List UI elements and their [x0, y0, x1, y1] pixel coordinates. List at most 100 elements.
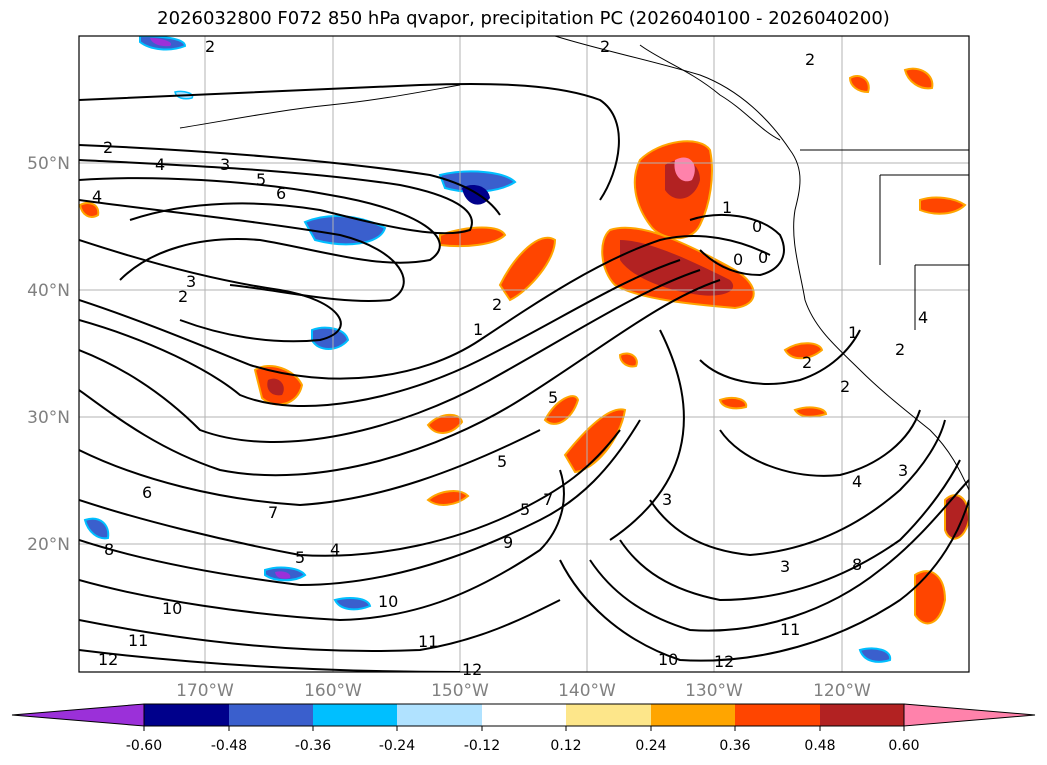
shade-region	[79, 202, 100, 218]
shade-region	[426, 490, 470, 506]
contour-label: 8	[104, 540, 114, 559]
contour-label: 2	[805, 50, 815, 69]
shade-region	[426, 413, 464, 434]
colorbar-segment	[566, 704, 651, 726]
lon-tick-label: 120°W	[813, 681, 871, 701]
colorbar-segment	[313, 704, 397, 726]
shade-region	[150, 38, 172, 47]
lat-tick-label: 40°N	[27, 281, 70, 301]
shade-region	[903, 67, 934, 90]
contour-label: 8	[852, 555, 862, 574]
shade-region	[618, 352, 638, 368]
contour-label: 3	[780, 557, 790, 576]
shade-region	[919, 196, 967, 215]
contour-label: 4	[852, 472, 862, 491]
colorbar-tick-label: -0.24	[379, 738, 415, 754]
contour-label: 12	[714, 652, 734, 671]
contour-label: 2	[840, 377, 850, 396]
colorbar-tick-label: 0.48	[804, 738, 835, 754]
colorbar-tick-label: 0.24	[635, 738, 666, 754]
contour-label: 5	[497, 452, 507, 471]
qvapor-contours	[79, 82, 969, 672]
shade-region	[914, 570, 947, 625]
shade-region	[718, 397, 748, 410]
colorbar-tick-label: 0.12	[550, 738, 581, 754]
contour-label: 5	[295, 548, 305, 567]
shade-region	[793, 406, 828, 418]
colorbar-segment	[735, 704, 820, 726]
colorbar-tick-label: -0.36	[295, 738, 331, 754]
contour-label: 11	[128, 631, 148, 650]
contour-label: 0	[733, 250, 743, 269]
colorbar-segment	[397, 704, 482, 726]
contour-label: 6	[276, 184, 286, 203]
shade-region	[848, 74, 870, 94]
contour-label: 10	[658, 650, 678, 669]
precipitation-shading	[79, 36, 969, 663]
lon-tick-label: 160°W	[304, 681, 362, 701]
contour-labels: 2 2 2 2 4 3 5 6 4 3 2 1 2 1 0 0 0 5 5 5 …	[92, 37, 928, 679]
contour-label: 9	[503, 533, 513, 552]
contour-label: 5	[548, 388, 558, 407]
latitude-tick-labels: 50°N 40°N 30°N 20°N	[27, 154, 70, 555]
contour-label: 0	[758, 248, 768, 267]
colorbar-tick-label: 0.60	[888, 738, 919, 754]
contour-label: 11	[418, 632, 438, 651]
contour-label: 2	[205, 37, 215, 56]
colorbar-segment	[651, 704, 735, 726]
map-title: 2026032800 F072 850 hPa qvapor, precipit…	[157, 8, 890, 29]
contour-label: 4	[155, 155, 165, 174]
contour-label: 5	[256, 170, 266, 189]
contour-label: 2	[802, 353, 812, 372]
contour-label: 3	[186, 272, 196, 291]
shade-region	[267, 378, 284, 396]
contour-label: 3	[662, 490, 672, 509]
colorbar-tick-label: -0.60	[126, 738, 162, 754]
contour-label: 4	[330, 540, 340, 559]
lon-tick-label: 140°W	[558, 681, 616, 701]
shade-region	[620, 240, 734, 296]
contour-label: 3	[220, 155, 230, 174]
lat-tick-label: 30°N	[27, 408, 70, 428]
contour-label: 7	[543, 490, 553, 509]
contour-label: 0	[752, 217, 762, 236]
lat-tick-label: 20°N	[27, 535, 70, 555]
shade-region	[83, 517, 110, 540]
contour-label: 4	[918, 308, 928, 327]
contour-label: 2	[178, 287, 188, 306]
shade-region	[311, 326, 350, 350]
colorbar-extend-min	[11, 703, 145, 727]
colorbar: -0.60 -0.48 -0.36 -0.24 -0.12 0.12 0.24 …	[11, 703, 1036, 754]
contour-label: 5	[520, 500, 530, 519]
shade-region	[333, 597, 372, 611]
colorbar-tick-label: 0.36	[719, 738, 750, 754]
shade-region	[783, 342, 824, 360]
colorbar-tick-label: -0.48	[211, 738, 247, 754]
contour-label: 10	[378, 592, 398, 611]
shade-region	[303, 215, 387, 246]
contour-label: 12	[98, 650, 118, 669]
colorbar-segment	[144, 704, 229, 726]
contour-label: 2	[600, 37, 610, 56]
colorbar-extend-max	[903, 703, 1036, 727]
shade-region	[563, 408, 627, 474]
colorbar-ticks	[143, 726, 905, 731]
contour-label: 2	[492, 295, 502, 314]
shade-region	[498, 236, 557, 302]
map-gridlines	[79, 36, 969, 672]
shade-region	[439, 226, 507, 248]
lat-tick-label: 50°N	[27, 154, 70, 174]
contour-label: 2	[895, 340, 905, 359]
contour-label: 10	[162, 599, 182, 618]
contour-label: 1	[722, 198, 732, 217]
contour-label: 7	[268, 503, 278, 522]
colorbar-segment	[820, 704, 904, 726]
shade-region	[438, 170, 517, 193]
contour-label: 3	[898, 461, 908, 480]
contour-label: 1	[473, 320, 483, 339]
contour-label: 4	[92, 187, 102, 206]
contour-label: 2	[103, 138, 113, 157]
contour-label: 12	[462, 660, 482, 679]
contour-label: 11	[780, 620, 800, 639]
